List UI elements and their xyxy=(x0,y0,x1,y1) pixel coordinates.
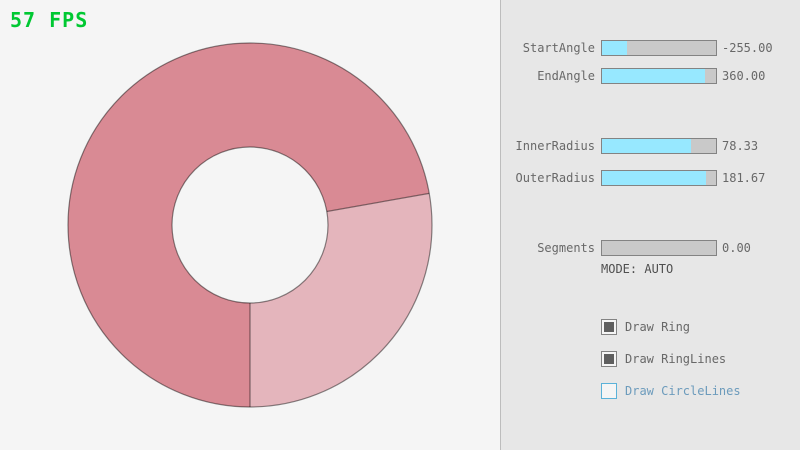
slider-fill-innerradius xyxy=(602,139,692,153)
slider-fill-startangle xyxy=(602,41,627,55)
checkbox-label-draw-ring: Draw Ring xyxy=(625,320,691,334)
checkbox-draw-ring[interactable]: Draw Ring xyxy=(601,318,690,336)
slider-label-endangle: EndAngle xyxy=(537,69,595,83)
slider-fill-outerradius xyxy=(602,171,706,185)
ring-segment-light xyxy=(250,193,432,407)
slider-endangle[interactable] xyxy=(601,68,717,84)
slider-row-outerradius: OuterRadius 181.67 xyxy=(501,170,800,186)
checkbox-draw-ringlines[interactable]: Draw RingLines xyxy=(601,350,726,368)
slider-value-startangle: -255.00 xyxy=(722,41,773,55)
segments-mode-text: MODE: AUTO xyxy=(601,262,674,276)
slider-outerradius[interactable] xyxy=(601,170,717,186)
ring-radial-line-end xyxy=(326,192,430,213)
checkbox-label-draw-ringlines: Draw RingLines xyxy=(625,352,727,366)
slider-row-startangle: StartAngle -255.00 xyxy=(501,40,800,56)
slider-row-endangle: EndAngle 360.00 xyxy=(501,68,800,84)
slider-row-innerradius: InnerRadius 78.33 xyxy=(501,138,800,154)
checkbox-box-draw-ringlines[interactable] xyxy=(601,351,617,367)
ring-inner-outline xyxy=(171,146,329,304)
slider-label-startangle: StartAngle xyxy=(522,41,595,55)
slider-label-outerradius: OuterRadius xyxy=(515,171,595,185)
checkbox-label-draw-circlelines: Draw CircleLines xyxy=(625,384,741,398)
slider-innerradius[interactable] xyxy=(601,138,717,154)
ring-outer-outline xyxy=(67,42,433,408)
slider-label-innerradius: InnerRadius xyxy=(515,139,595,153)
ring-drawing xyxy=(67,42,433,408)
slider-segments[interactable] xyxy=(601,240,717,256)
slider-value-segments: 0.00 xyxy=(722,241,751,255)
checkbox-draw-circlelines[interactable]: Draw CircleLines xyxy=(601,382,741,400)
slider-value-outerradius: 181.67 xyxy=(722,171,766,185)
ring-segment-dark xyxy=(67,43,430,407)
fps-counter: 57 FPS xyxy=(10,8,89,32)
controls-panel: StartAngle -255.00 EndAngle 360.00 Inner… xyxy=(500,0,800,450)
checkbox-checkmark xyxy=(604,322,614,332)
checkbox-box-draw-circlelines[interactable] xyxy=(601,383,617,399)
slider-startangle[interactable] xyxy=(601,40,717,56)
slider-row-segments: Segments 0.00 xyxy=(501,240,800,256)
slider-label-segments: Segments xyxy=(537,241,595,255)
slider-value-innerradius: 78.33 xyxy=(722,139,759,153)
slider-value-endangle: 360.00 xyxy=(722,69,766,83)
checkbox-checkmark xyxy=(604,354,614,364)
checkbox-box-draw-ring[interactable] xyxy=(601,319,617,335)
slider-fill-endangle xyxy=(602,69,705,83)
